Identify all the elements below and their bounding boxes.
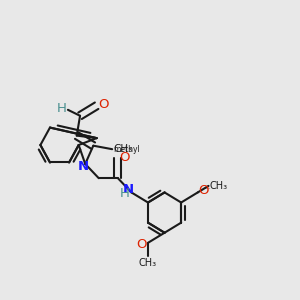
Text: H: H <box>57 102 66 115</box>
Text: CH₃: CH₃ <box>139 258 157 268</box>
Text: methoxy: methoxy <box>205 188 211 189</box>
Text: O: O <box>136 238 146 251</box>
Text: CH₃: CH₃ <box>113 144 132 154</box>
Text: CH₃: CH₃ <box>209 181 227 191</box>
Text: O: O <box>119 151 130 164</box>
Text: O: O <box>199 184 209 197</box>
Text: N: N <box>123 183 134 196</box>
Text: O: O <box>98 98 109 111</box>
Text: N: N <box>78 160 89 173</box>
Text: methyl: methyl <box>114 145 140 154</box>
Text: H: H <box>120 187 130 200</box>
